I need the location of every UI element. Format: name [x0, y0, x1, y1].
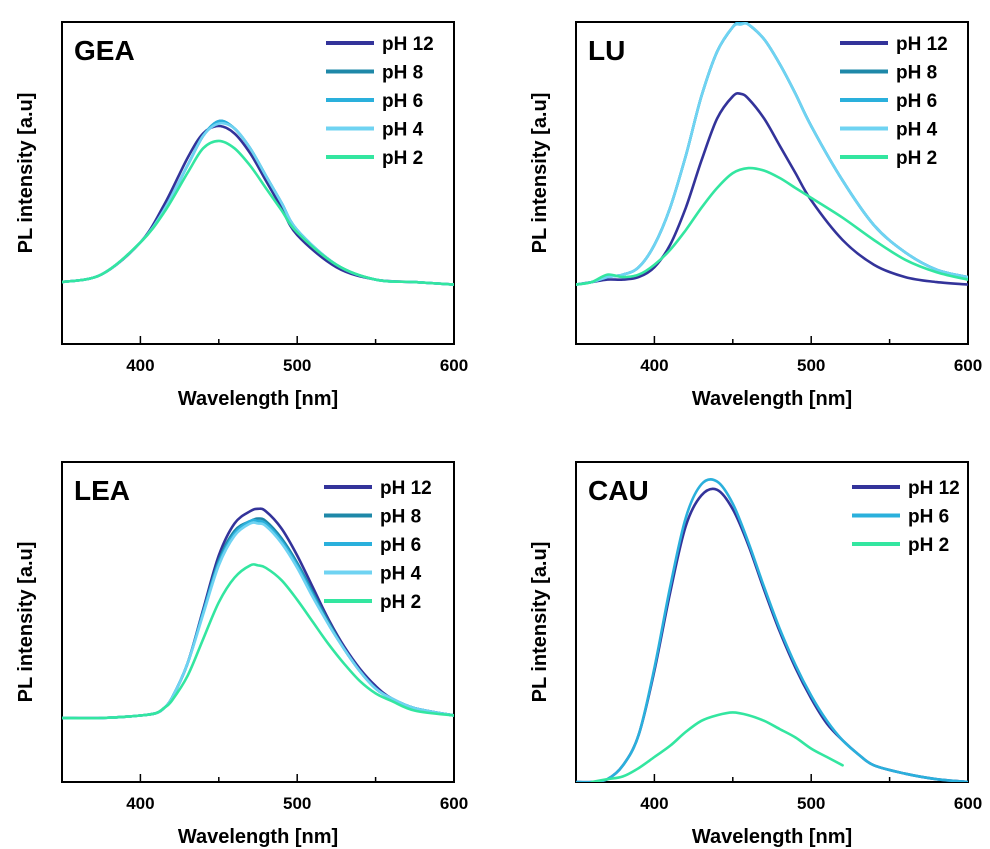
panel-gea: 400 500 600 Wavelength [nm] PL intensity [a.…: [15, 21, 468, 410]
legend-label: pH 2: [908, 535, 949, 556]
series-line-ph2: [590, 711, 844, 782]
legend-label: pH 12: [382, 34, 434, 55]
x-tick-label: 500: [797, 356, 825, 375]
legend-label: pH 2: [382, 148, 423, 169]
y-axis-title: PL intensity [a.u]: [15, 93, 37, 254]
x-tick-label: 600: [954, 794, 982, 813]
x-tick-label: 600: [954, 356, 982, 375]
panel-label: GEA: [74, 35, 135, 66]
panel-cau: 400 500 600 Wavelength [nm] PL intensity [a.…: [529, 461, 982, 848]
x-axis-title: Wavelength [nm]: [178, 826, 338, 848]
legend-label: pH 6: [908, 507, 949, 528]
legend-label: pH 4: [382, 120, 424, 141]
x-tick-label: 400: [126, 794, 154, 813]
plot-frame: [61, 21, 455, 345]
x-tick-label: 600: [440, 794, 468, 813]
legend-label: pH 4: [896, 120, 938, 141]
legend-label: pH 12: [380, 478, 432, 499]
series-line-ph12: [576, 92, 968, 286]
y-axis-title: PL intensity [a.u]: [529, 93, 551, 254]
panel-lea: 400 500 600 Wavelength [nm] PL intensity [a.…: [15, 461, 468, 848]
panel-label: LEA: [74, 475, 130, 506]
legend-label: pH 4: [380, 564, 422, 585]
x-axis-title: Wavelength [nm]: [178, 388, 338, 410]
legend-label: pH 8: [896, 63, 937, 84]
x-tick-label: 500: [283, 356, 311, 375]
series-line-ph2: [62, 139, 454, 286]
legend-label: pH 6: [896, 91, 937, 112]
series-line-ph2: [62, 563, 454, 720]
plot-frame: [61, 461, 455, 783]
legend-label: pH 12: [896, 34, 948, 55]
x-tick-label: 400: [126, 356, 154, 375]
x-tick-label: 500: [283, 794, 311, 813]
series-line-ph6: [576, 478, 968, 782]
x-axis-title: Wavelength [nm]: [692, 388, 852, 410]
legend-label: pH 2: [380, 592, 421, 613]
x-tick-label: 400: [640, 794, 668, 813]
panel-label: LU: [588, 35, 625, 66]
x-tick-label: 400: [640, 356, 668, 375]
plot-frame: [575, 461, 969, 783]
legend-label: pH 8: [380, 507, 421, 528]
legend-label: pH 6: [382, 91, 423, 112]
x-tick-label: 500: [797, 794, 825, 813]
panel-lu: 400 500 600 Wavelength [nm] PL intensity [a.…: [529, 21, 982, 410]
series-line-ph12: [576, 487, 968, 782]
series-line-ph4: [576, 22, 968, 286]
panel-label: CAU: [588, 475, 649, 506]
x-tick-label: 600: [440, 356, 468, 375]
y-axis-title: PL intensity [a.u]: [15, 542, 37, 703]
y-axis-title: PL intensity [a.u]: [529, 542, 551, 703]
plot-frame: [575, 21, 969, 345]
x-axis-title: Wavelength [nm]: [692, 826, 852, 848]
series-line-ph2: [576, 166, 968, 286]
legend-label: pH 2: [896, 148, 937, 169]
legend-label: pH 8: [382, 63, 423, 84]
legend-label: pH 12: [908, 478, 960, 499]
legend-label: pH 6: [380, 535, 421, 556]
